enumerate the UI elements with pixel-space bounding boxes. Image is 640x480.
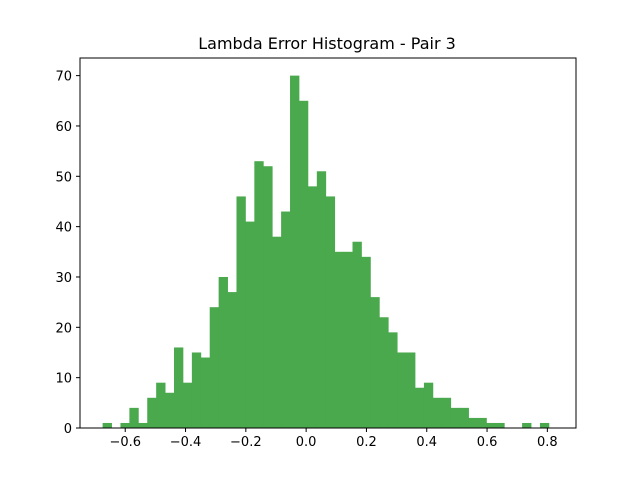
histogram-bar: [343, 251, 353, 428]
histogram-bar: [156, 382, 166, 428]
y-tick-label: 40: [55, 221, 72, 236]
histogram-bar: [334, 251, 344, 428]
histogram-bar: [281, 211, 291, 428]
histogram-bar: [406, 352, 416, 428]
histogram-bar: [165, 392, 175, 428]
x-tick-label: 0.0: [296, 435, 317, 450]
y-tick-label: 10: [55, 372, 72, 387]
histogram-bar: [361, 256, 371, 428]
histogram-bar: [182, 382, 193, 428]
histogram-bar: [102, 422, 112, 428]
histogram-bar: [298, 100, 309, 428]
histogram-bar: [423, 382, 434, 428]
histogram-bar: [209, 307, 220, 428]
histogram-bar: [486, 422, 496, 428]
histogram-bar: [218, 276, 228, 428]
chart-title: Lambda Error Histogram - Pair 3: [198, 34, 456, 53]
y-tick-label: 50: [55, 170, 72, 185]
y-tick-label: 30: [55, 271, 72, 286]
histogram-bar: [459, 407, 469, 428]
histogram-bar: [272, 236, 282, 428]
histogram-bar: [138, 422, 148, 428]
histogram-bar: [174, 347, 184, 428]
histogram-bar: [307, 186, 318, 428]
histogram-bar: [539, 422, 550, 428]
x-tick-label: −0.6: [109, 435, 141, 450]
histogram-bar: [388, 332, 398, 428]
histogram-bar: [370, 297, 380, 428]
y-tick-label: 20: [55, 321, 72, 336]
histogram-bar: [477, 417, 487, 428]
histogram-bar: [352, 241, 362, 428]
histogram-bar: [227, 292, 237, 428]
x-tick-label: −0.4: [170, 435, 202, 450]
histogram-bar: [129, 407, 139, 428]
histogram-bar: [120, 422, 130, 428]
histogram-bar: [414, 387, 425, 428]
histogram-bar: [290, 75, 300, 428]
x-tick-label: 0.8: [537, 435, 558, 450]
histogram-bar: [254, 161, 264, 429]
histogram-bar: [397, 352, 407, 428]
y-axis: 0 10 20 30 40 50 60 70: [55, 70, 80, 437]
histogram-bar: [191, 352, 202, 428]
histogram-bar: [316, 171, 327, 428]
x-tick-label: 0.6: [477, 435, 498, 450]
histogram-bar: [441, 397, 452, 428]
y-tick-label: 0: [64, 422, 72, 437]
histogram-bar: [522, 422, 532, 428]
histogram-bar: [263, 166, 273, 428]
histogram-bar: [200, 357, 211, 428]
x-tick-label: 0.2: [356, 435, 377, 450]
histogram-bar: [468, 417, 478, 428]
x-axis: −0.6 −0.4 −0.2 0.0 0.2 0.4 0.6 0.8: [109, 428, 558, 450]
bars-group: [102, 75, 550, 429]
y-tick-label: 60: [55, 120, 72, 135]
histogram-bar: [379, 317, 389, 428]
histogram-bar: [432, 397, 443, 428]
histogram-bar: [450, 407, 461, 428]
x-tick-label: 0.4: [416, 435, 437, 450]
histogram-bar: [325, 196, 336, 428]
histogram-bar: [245, 221, 255, 428]
histogram-bar: [147, 397, 157, 428]
histogram-bar: [495, 422, 505, 428]
x-tick-label: −0.2: [230, 435, 262, 450]
histogram-bar: [236, 196, 246, 428]
y-tick-label: 70: [55, 70, 72, 85]
plot-frame: [79, 57, 577, 429]
